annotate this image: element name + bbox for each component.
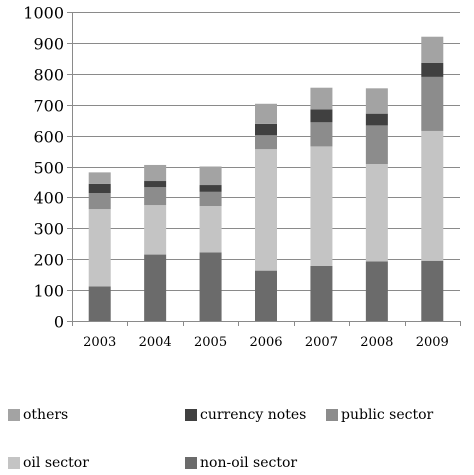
x-tick-label: 2005 — [194, 335, 227, 350]
y-tick-label: 500 — [33, 159, 64, 178]
legend-swatch — [185, 409, 197, 421]
bar-segment-non-oil-sector-2004 — [144, 254, 167, 321]
bar-segment-public-sector-2009 — [421, 76, 444, 131]
x-tick-label: 2006 — [249, 335, 282, 350]
bar-segment-oil-sector-2003 — [88, 209, 111, 287]
axes — [67, 12, 461, 326]
bar-segment-others-2008 — [365, 88, 388, 114]
legend-label: non-oil sector — [200, 455, 298, 471]
legend-label: public sector — [341, 407, 434, 423]
x-tick-label: 2003 — [83, 335, 116, 350]
legend-item-non-oil-sector: non-oil sector — [185, 455, 297, 471]
bar-segment-oil-sector-2004 — [144, 205, 167, 255]
y-tick-label: 400 — [33, 189, 64, 208]
bar-segment-others-2003 — [88, 172, 111, 184]
bar-segment-public-sector-2006 — [255, 135, 277, 150]
bar-segment-public-sector-2004 — [144, 187, 167, 206]
bar-segment-non-oil-sector-2005 — [199, 252, 222, 321]
x-tick-labels: 2003 2004 2005 2006 2007 2008 2009 — [83, 335, 449, 350]
bar-segment-oil-sector-2007 — [310, 146, 333, 266]
x-tick-label: 2009 — [416, 335, 449, 350]
legend-item-currency-notes: currency notes — [185, 407, 306, 423]
legend-label: others — [23, 407, 69, 423]
bar-segment-others-2005 — [199, 166, 222, 186]
bar-segment-public-sector-2008 — [365, 125, 388, 165]
bar-segment-currency-notes-2004 — [144, 181, 167, 188]
bar-segment-oil-sector-2008 — [365, 164, 388, 262]
bar-segment-non-oil-sector-2008 — [365, 261, 388, 321]
bar-segment-currency-notes-2008 — [365, 113, 388, 126]
y-tick-label: 300 — [33, 220, 64, 239]
bar-segment-oil-sector-2009 — [421, 130, 444, 261]
legend-item-public-sector: public sector — [326, 407, 433, 423]
bar-segment-others-2009 — [421, 36, 444, 63]
bar-segment-oil-sector-2006 — [255, 149, 277, 271]
bar-segment-others-2006 — [255, 103, 277, 124]
y-tick-label: 100 — [33, 282, 64, 301]
legend-swatch — [8, 457, 20, 469]
bar-segment-currency-notes-2005 — [199, 185, 222, 192]
bar-segment-currency-notes-2007 — [310, 109, 333, 123]
legend-item-others: others — [8, 407, 68, 423]
x-tick-label: 2008 — [360, 335, 393, 350]
bars — [88, 36, 444, 321]
bar-segment-non-oil-sector-2003 — [88, 286, 111, 321]
bar-segment-public-sector-2005 — [199, 191, 222, 207]
x-tick-label: 2007 — [305, 335, 338, 350]
y-tick-labels: 0 100 200 300 400 500 600 700 800 900 1000 — [23, 4, 64, 332]
legend-label: currency notes — [200, 407, 307, 423]
y-tick-label: 200 — [33, 251, 64, 270]
bar-segment-non-oil-sector-2006 — [255, 270, 277, 321]
bar-segment-others-2007 — [310, 87, 333, 110]
legend-label: oil sector — [23, 455, 89, 471]
bar-segment-currency-notes-2003 — [88, 183, 111, 194]
bar-segment-oil-sector-2005 — [199, 206, 222, 253]
bar-segment-public-sector-2003 — [88, 193, 111, 210]
bar-segment-non-oil-sector-2009 — [421, 260, 444, 321]
legend-item-oil-sector: oil sector — [8, 455, 89, 471]
x-tick-label: 2004 — [139, 335, 172, 350]
bar-segment-public-sector-2007 — [310, 122, 333, 147]
bar-segment-currency-notes-2009 — [421, 62, 444, 77]
y-tick-label: 600 — [33, 128, 64, 147]
legend-swatch — [185, 457, 197, 469]
y-tick-label: 900 — [33, 35, 64, 54]
y-tick-label: 800 — [33, 66, 64, 85]
y-tick-label: 700 — [33, 97, 64, 116]
bar-segment-non-oil-sector-2007 — [310, 265, 333, 321]
y-tick-label: 0 — [54, 313, 64, 332]
bar-segment-others-2004 — [144, 164, 167, 182]
bar-segment-currency-notes-2006 — [255, 123, 277, 136]
legend-swatch — [8, 409, 20, 421]
legend-swatch — [326, 409, 338, 421]
y-tick-label: 1000 — [23, 4, 64, 23]
